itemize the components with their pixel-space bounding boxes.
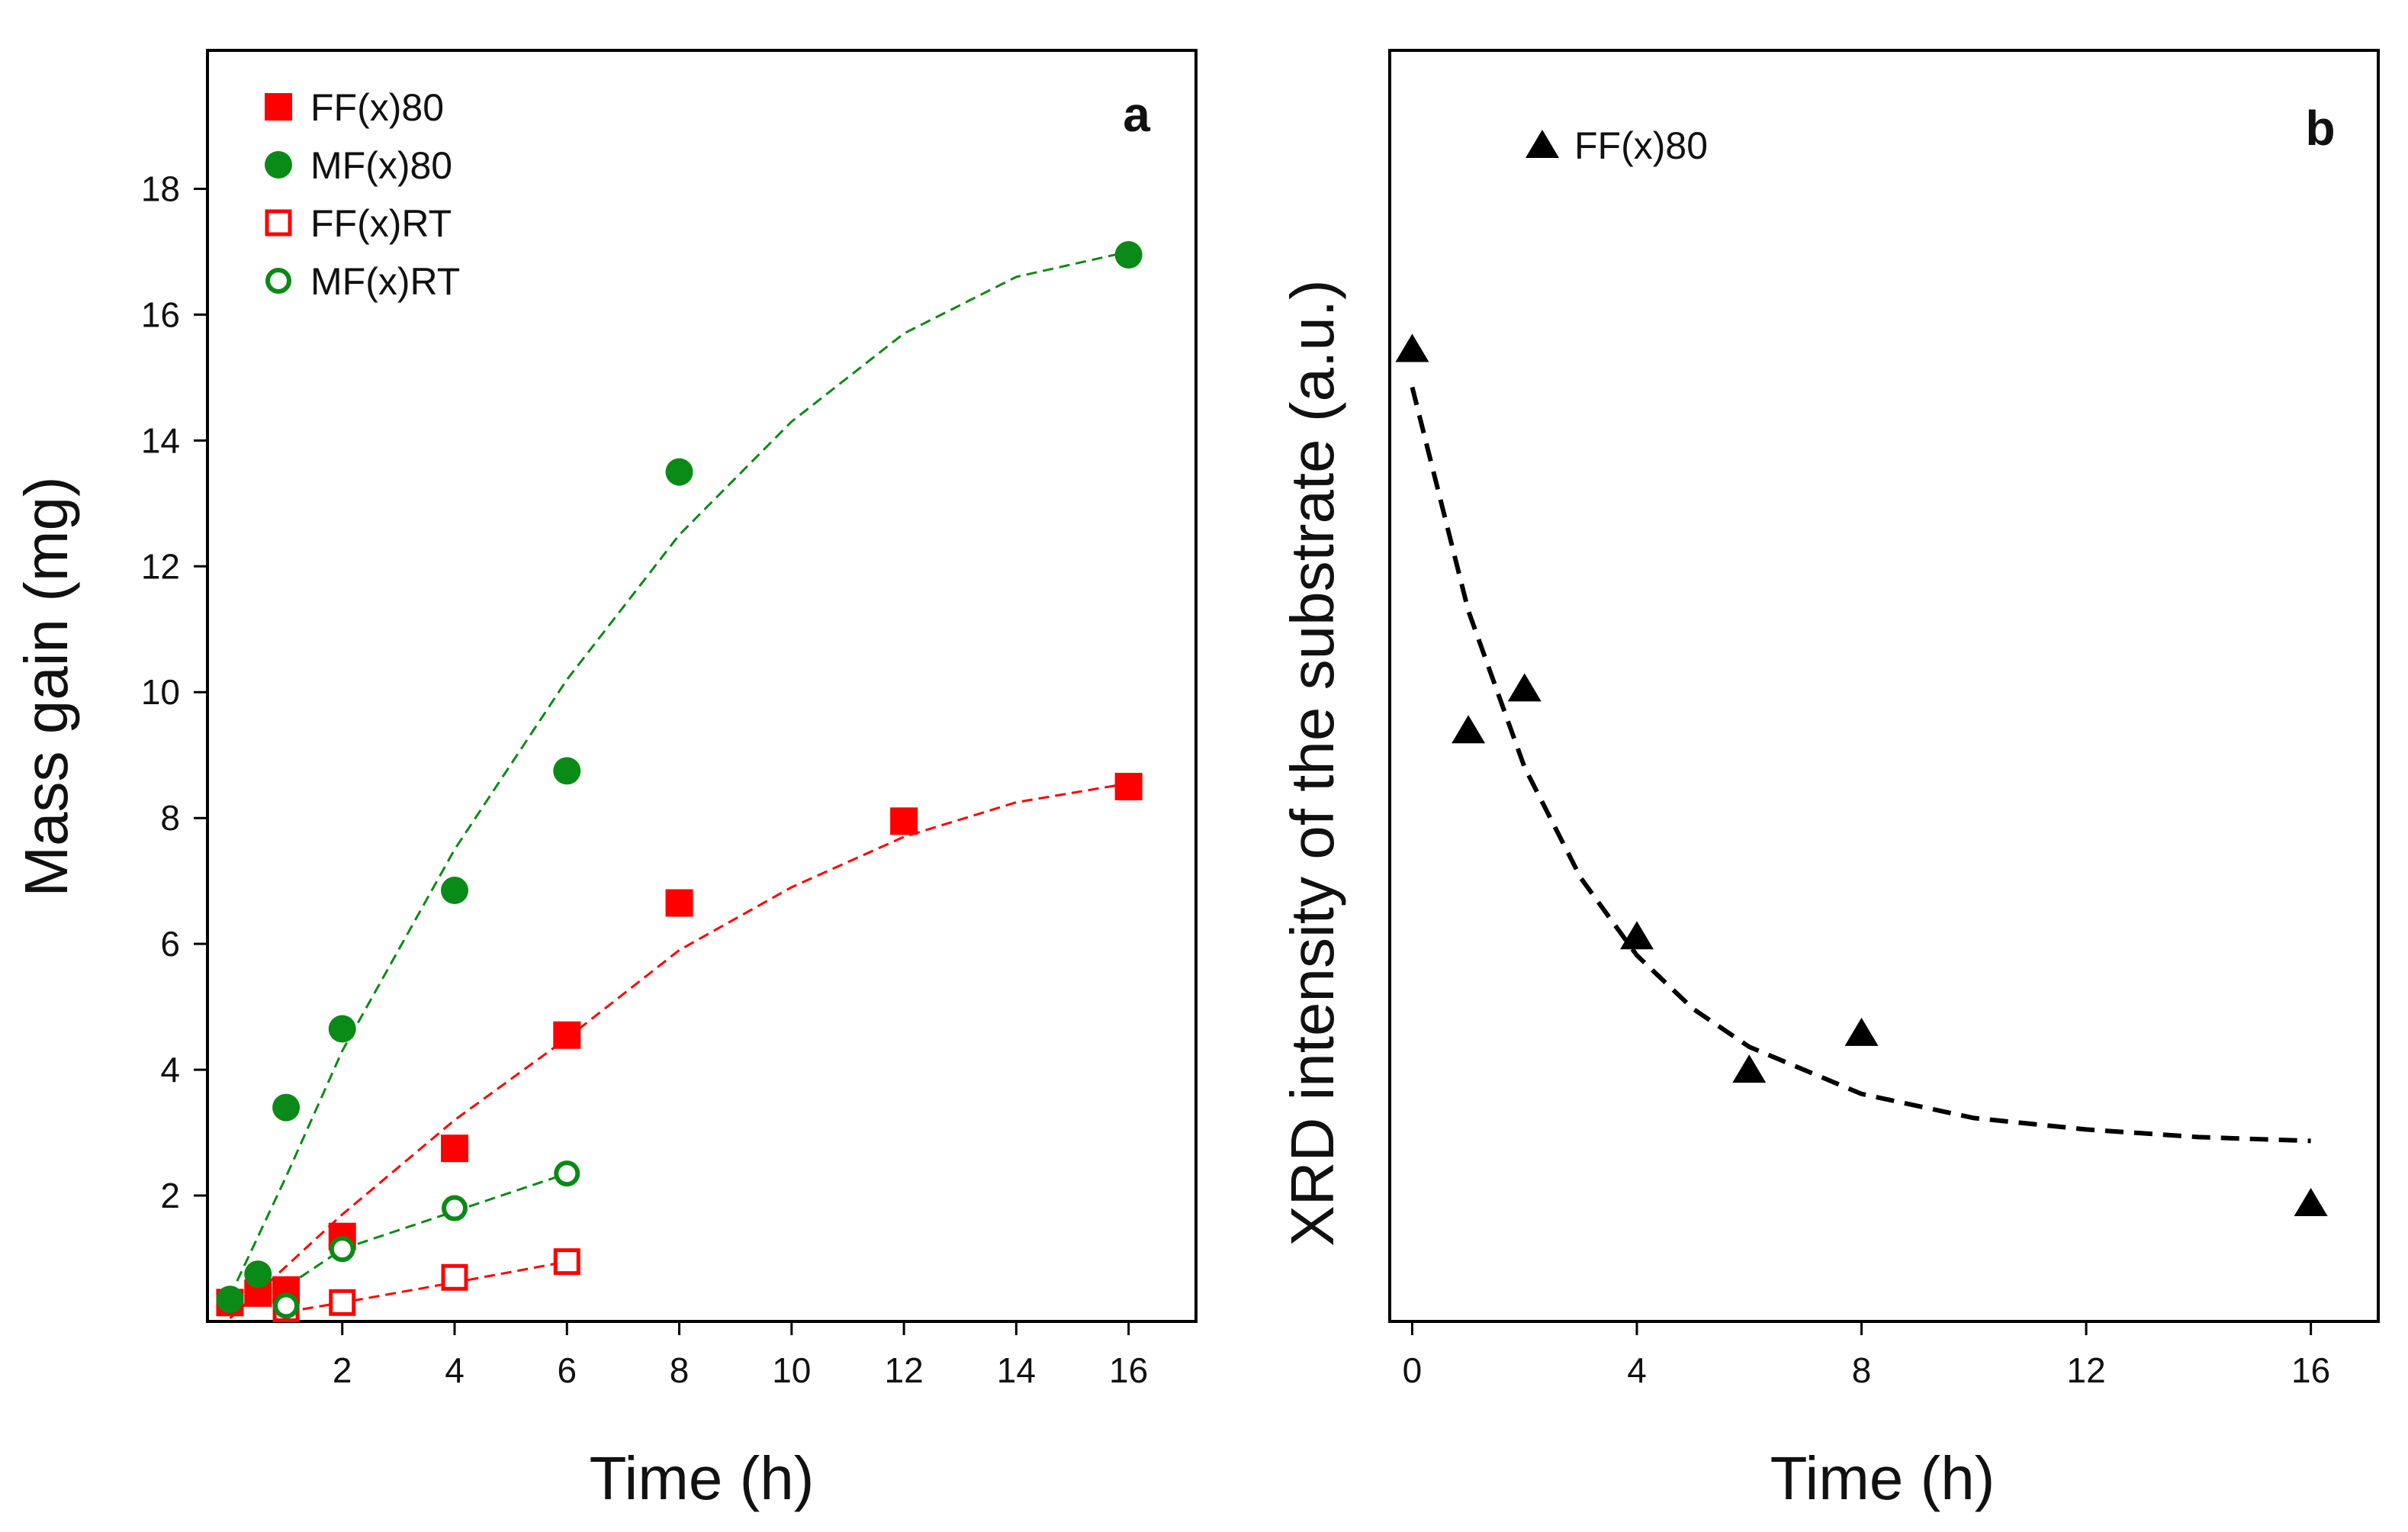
legend-marker-series-2: [265, 151, 292, 179]
data-point-series-1: [1395, 333, 1429, 362]
data-point-series-4: [554, 1160, 580, 1187]
data-point-series-2: [244, 1260, 272, 1289]
x-tick-label: 8: [670, 1350, 690, 1390]
panel-b-ticks: 0 4 8 12 16: [1403, 1321, 2330, 1390]
legend-label-series-4: MF(x)RT: [310, 260, 460, 303]
data-point-series-2: [216, 1286, 244, 1314]
legend-label-series-1: FF(x)80: [1574, 124, 1708, 167]
panel-a-fit-lines: [229, 250, 1129, 1320]
y-tick-label: 8: [160, 798, 180, 838]
x-tick-label: 12: [885, 1350, 924, 1390]
fit-line-series-3: [285, 1260, 567, 1314]
data-point-series-4: [329, 1236, 355, 1263]
y-tick-label: 2: [160, 1176, 180, 1215]
data-point-series-4: [442, 1195, 468, 1221]
legend-label-series-2: MF(x)80: [310, 144, 452, 187]
x-tick-label: 12: [2067, 1350, 2106, 1390]
data-point-series-1: [1452, 715, 1486, 744]
data-point-series-1: [1620, 921, 1654, 950]
data-point-series-1: [890, 807, 918, 835]
panel-b: 0 4 8 12 16 FF(x)80 b Time (h) XRD intensity…: [1278, 49, 2380, 1512]
data-point-series-2: [441, 877, 468, 905]
x-tick-label: 8: [1852, 1350, 1872, 1390]
panel-a-y-axis-title: Mass gain (mg): [12, 476, 80, 896]
data-point-series-1: [1844, 1017, 1879, 1046]
data-point-series-4: [273, 1292, 300, 1319]
data-point-series-1: [665, 889, 693, 917]
data-point-series-1: [553, 1021, 581, 1049]
x-tick-label: 16: [2291, 1350, 2330, 1390]
panel-b-fit-lines: [1410, 386, 2311, 1144]
y-tick-label: 12: [141, 546, 180, 586]
legend-marker-series-4: [265, 268, 291, 294]
x-tick-label: 6: [557, 1350, 577, 1390]
y-tick-label: 18: [141, 169, 180, 208]
fit-line-series-2: [229, 250, 1129, 1297]
data-point-series-2: [328, 1015, 356, 1043]
x-tick-label: 0: [1403, 1350, 1423, 1390]
x-tick-label: 4: [1627, 1350, 1647, 1390]
panel-b-y-axis-title: XRD intensity of the substrate (a.u.): [1278, 279, 1346, 1246]
data-point-series-3: [329, 1289, 356, 1316]
y-tick-label: 16: [141, 294, 180, 334]
panel-b-frame: [1388, 49, 2380, 1323]
legend-marker-series-1: [265, 93, 292, 121]
x-tick-label: 16: [1109, 1350, 1148, 1390]
data-point-series-1: [1507, 673, 1542, 702]
panel-a: 2 4 6 8 10 12 14 16 2 4 6 8 10 12 14 16 18 FF(x)80 MF(x)8…: [12, 49, 1198, 1512]
data-point-series-3: [441, 1263, 468, 1291]
panel-a-frame: [206, 49, 1198, 1323]
data-point-series-1: [2294, 1188, 2328, 1217]
data-point-series-2: [665, 458, 693, 486]
legend-label-series-1: FF(x)80: [310, 86, 444, 129]
legend-marker-series-3: [265, 209, 292, 237]
panel-a-x-axis-title: Time (h): [590, 1444, 815, 1512]
panel-b-x-axis-title: Time (h): [1770, 1444, 1995, 1512]
x-tick-label: 2: [333, 1350, 352, 1390]
y-tick-label: 14: [141, 420, 180, 460]
legend-marker-series-1: [1525, 130, 1559, 158]
data-point-series-3: [553, 1248, 580, 1276]
y-tick-label: 10: [141, 672, 180, 712]
panel-a-ticks: 2 4 6 8 10 12 14 16 2 4 6 8 10 12 14 16 18: [141, 169, 1148, 1390]
panel-a-points: [216, 241, 1143, 1323]
panel-a-legend: FF(x)80 MF(x)80 FF(x)RT MF(x)RT: [265, 86, 460, 303]
y-tick-label: 6: [160, 924, 180, 964]
y-tick-label: 4: [160, 1050, 180, 1089]
panel-b-legend: FF(x)80: [1525, 124, 1708, 167]
data-point-series-2: [553, 757, 581, 785]
panel-a-letter: a: [1123, 87, 1150, 142]
data-point-series-2: [272, 1093, 301, 1122]
data-point-series-1: [1114, 772, 1143, 800]
fit-line-series-1: [1410, 386, 2311, 1144]
panel-b-points: [1395, 333, 2328, 1217]
fit-line-series-1: [229, 782, 1129, 1320]
legend-label-series-3: FF(x)RT: [310, 202, 452, 245]
x-tick-label: 10: [772, 1350, 811, 1390]
panel-b-letter: b: [2305, 101, 2335, 156]
data-point-series-2: [1114, 241, 1143, 269]
fit-line-series-4: [285, 1172, 567, 1288]
x-tick-label: 14: [997, 1350, 1036, 1390]
data-point-series-1: [1732, 1054, 1767, 1083]
x-tick-label: 4: [445, 1350, 465, 1390]
data-point-series-1: [441, 1135, 468, 1163]
